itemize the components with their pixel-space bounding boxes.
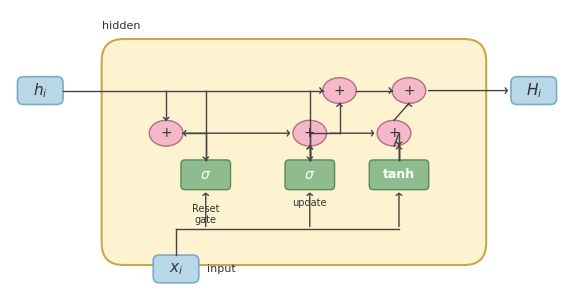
Ellipse shape bbox=[377, 120, 411, 146]
Text: +: + bbox=[160, 126, 172, 140]
FancyBboxPatch shape bbox=[17, 77, 63, 104]
FancyBboxPatch shape bbox=[181, 160, 231, 190]
Ellipse shape bbox=[293, 120, 327, 146]
FancyBboxPatch shape bbox=[369, 160, 429, 190]
Text: $x_i$: $x_i$ bbox=[169, 261, 183, 277]
Ellipse shape bbox=[149, 120, 183, 146]
Text: +: + bbox=[304, 126, 316, 140]
FancyBboxPatch shape bbox=[511, 77, 557, 104]
Text: update: update bbox=[293, 198, 327, 208]
Text: +: + bbox=[333, 83, 346, 98]
Text: +: + bbox=[388, 126, 400, 140]
Text: $\sigma$: $\sigma$ bbox=[304, 168, 315, 182]
Ellipse shape bbox=[392, 78, 426, 103]
Text: tanh: tanh bbox=[383, 168, 415, 181]
FancyBboxPatch shape bbox=[102, 39, 486, 265]
Text: Reset
gate: Reset gate bbox=[192, 204, 219, 225]
FancyBboxPatch shape bbox=[153, 255, 199, 283]
Text: +: + bbox=[403, 83, 414, 98]
FancyBboxPatch shape bbox=[285, 160, 335, 190]
Text: $h_i$: $h_i$ bbox=[33, 81, 48, 100]
Text: input: input bbox=[207, 264, 235, 274]
Text: hidden: hidden bbox=[102, 21, 140, 31]
Text: $\sigma$: $\sigma$ bbox=[200, 168, 211, 182]
Text: $H_i$: $H_i$ bbox=[526, 81, 542, 100]
Ellipse shape bbox=[323, 78, 356, 103]
